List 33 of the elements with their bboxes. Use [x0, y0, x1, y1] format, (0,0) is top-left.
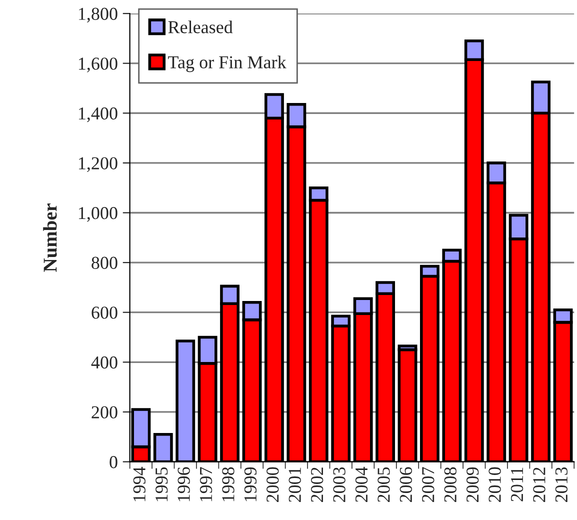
y-tick-label: 1,000: [78, 206, 118, 222]
y-axis-title: Number: [43, 203, 57, 272]
x-tick-label: 1998: [222, 467, 234, 502]
y-tick-label: 1,200: [78, 157, 118, 172]
x-tick-label: 2003: [333, 467, 346, 502]
x-tick-label: 2009: [466, 467, 479, 502]
x-tick-label: 1996: [178, 467, 190, 502]
legend-label: Tag or Fin Mark: [168, 56, 286, 72]
x-tick-label: 2004: [355, 466, 368, 502]
x-tick-label: 1994: [133, 466, 146, 502]
x-tick-label: 2012: [533, 468, 546, 502]
x-tick-label: 1995: [156, 467, 168, 502]
y-tick-label: 200: [92, 406, 118, 418]
x-tick-label: 2001: [288, 468, 301, 502]
x-tick-label: 2002: [310, 468, 324, 502]
x-tick-label: 2007: [422, 467, 434, 502]
x-tick-label: 1997: [200, 467, 212, 502]
y-tick-label: 600: [92, 306, 118, 319]
y-tick-label: 800: [92, 256, 118, 269]
x-tick-label: 2006: [400, 467, 412, 502]
x-tick-label: 1999: [244, 467, 257, 502]
x-tick-label: 2005: [378, 467, 390, 502]
y-tick-label: 1,600: [78, 58, 118, 72]
y-tick-label: 0: [110, 456, 118, 468]
x-tick-label: 2010: [488, 467, 501, 502]
y-tick-label: 400: [91, 356, 118, 369]
y-tick-label: 1,800: [78, 8, 118, 23]
x-tick-label: 2013: [555, 467, 568, 502]
x-tick-label: 2011: [510, 468, 524, 502]
x-tick-label: 2008: [444, 467, 456, 502]
x-tick-label: 2000: [266, 467, 279, 502]
legend-label: Released: [168, 20, 233, 34]
y-tick-label: 1,400: [78, 107, 118, 122]
